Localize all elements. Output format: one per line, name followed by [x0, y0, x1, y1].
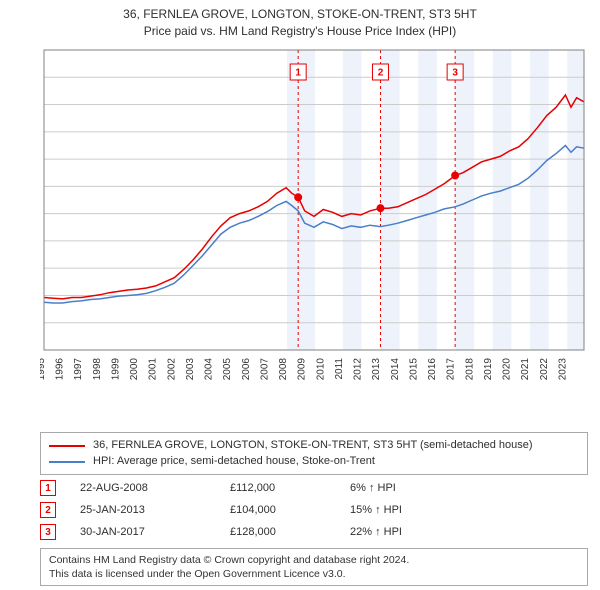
svg-text:1996: 1996: [55, 358, 66, 381]
title-line1: 36, FERNLEA GROVE, LONGTON, STOKE-ON-TRE…: [0, 6, 600, 23]
event-diff: 6% ↑ HPI: [350, 482, 460, 494]
legend-label-property: 36, FERNLEA GROVE, LONGTON, STOKE-ON-TRE…: [93, 438, 533, 454]
footer-line1: Contains HM Land Registry data © Crown c…: [49, 553, 579, 567]
svg-text:2013: 2013: [371, 358, 382, 381]
svg-text:2023: 2023: [557, 358, 568, 381]
svg-text:2022: 2022: [539, 358, 550, 381]
legend-swatch-property: [49, 445, 85, 447]
title-line2: Price paid vs. HM Land Registry's House …: [0, 23, 600, 40]
event-row: 3 30-JAN-2017 £128,000 22% ↑ HPI: [40, 521, 588, 543]
svg-text:2018: 2018: [464, 358, 475, 381]
event-date: 22-AUG-2008: [80, 482, 230, 494]
svg-text:2008: 2008: [278, 358, 289, 381]
footer: Contains HM Land Registry data © Crown c…: [40, 548, 588, 586]
svg-text:2019: 2019: [483, 358, 494, 381]
event-date: 25-JAN-2013: [80, 504, 230, 516]
event-diff: 15% ↑ HPI: [350, 504, 460, 516]
chart-svg: £0£20K£40K£60K£80K£100K£120K£140K£160K£1…: [40, 46, 588, 386]
svg-text:2: 2: [378, 68, 384, 79]
event-marker: 2: [40, 502, 56, 518]
svg-text:2015: 2015: [408, 358, 419, 381]
title-block: 36, FERNLEA GROVE, LONGTON, STOKE-ON-TRE…: [0, 0, 600, 40]
svg-text:2009: 2009: [297, 358, 308, 381]
svg-text:2016: 2016: [427, 358, 438, 381]
svg-text:2014: 2014: [390, 358, 401, 381]
svg-text:2021: 2021: [520, 358, 531, 381]
svg-text:2003: 2003: [185, 358, 196, 381]
event-price: £104,000: [230, 504, 350, 516]
svg-text:1998: 1998: [92, 358, 103, 381]
chart-container: 36, FERNLEA GROVE, LONGTON, STOKE-ON-TRE…: [0, 0, 600, 590]
event-diff: 22% ↑ HPI: [350, 526, 460, 538]
svg-text:2006: 2006: [241, 358, 252, 381]
svg-text:2005: 2005: [222, 358, 233, 381]
svg-text:2002: 2002: [166, 358, 177, 381]
svg-text:2012: 2012: [353, 358, 364, 381]
event-price: £112,000: [230, 482, 350, 494]
svg-text:2017: 2017: [446, 358, 457, 381]
svg-text:2020: 2020: [502, 358, 513, 381]
event-date: 30-JAN-2017: [80, 526, 230, 538]
chart-area: £0£20K£40K£60K£80K£100K£120K£140K£160K£1…: [40, 46, 588, 386]
event-marker: 3: [40, 524, 56, 540]
legend-label-hpi: HPI: Average price, semi-detached house,…: [93, 454, 375, 470]
footer-line2: This data is licensed under the Open Gov…: [49, 567, 579, 581]
svg-text:2004: 2004: [204, 358, 215, 381]
svg-text:2007: 2007: [259, 358, 270, 381]
svg-text:2001: 2001: [148, 358, 159, 381]
svg-text:1997: 1997: [73, 358, 84, 381]
svg-text:1: 1: [295, 68, 301, 79]
svg-text:2011: 2011: [334, 358, 345, 380]
svg-text:3: 3: [452, 68, 458, 79]
event-price: £128,000: [230, 526, 350, 538]
svg-text:2000: 2000: [129, 358, 140, 381]
svg-text:1999: 1999: [110, 358, 121, 381]
event-row: 1 22-AUG-2008 £112,000 6% ↑ HPI: [40, 477, 588, 499]
event-row: 2 25-JAN-2013 £104,000 15% ↑ HPI: [40, 499, 588, 521]
legend-item-hpi: HPI: Average price, semi-detached house,…: [49, 454, 579, 470]
events-table: 1 22-AUG-2008 £112,000 6% ↑ HPI 2 25-JAN…: [40, 477, 588, 543]
legend: 36, FERNLEA GROVE, LONGTON, STOKE-ON-TRE…: [40, 432, 588, 475]
legend-swatch-hpi: [49, 461, 85, 463]
svg-text:2010: 2010: [315, 358, 326, 381]
legend-item-property: 36, FERNLEA GROVE, LONGTON, STOKE-ON-TRE…: [49, 438, 579, 454]
svg-text:1995: 1995: [40, 358, 47, 381]
event-marker: 1: [40, 480, 56, 496]
